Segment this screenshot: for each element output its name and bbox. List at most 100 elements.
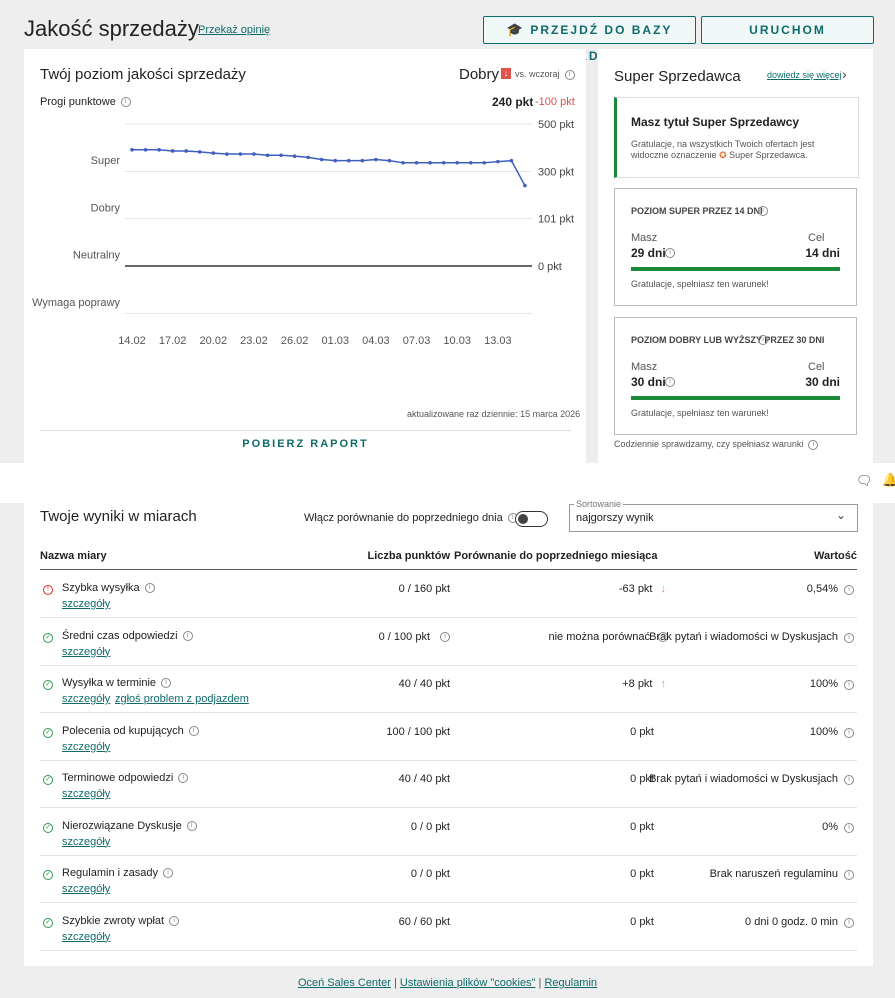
info-icon[interactable]: i	[844, 822, 854, 833]
down-badge: ↓	[501, 68, 511, 79]
info-icon[interactable]: i	[564, 69, 575, 80]
requirement-note: Gratulacje, spełniasz ten warunek!	[631, 408, 769, 418]
chat-icon[interactable]: 🗨	[856, 473, 873, 488]
metric-link[interactable]: szczegóły	[62, 598, 111, 610]
point	[157, 147, 161, 152]
info-icon[interactable]: i	[665, 248, 675, 258]
point	[292, 154, 297, 158]
trend-arrow: ↓	[660, 583, 667, 595]
metric-link[interactable]: szczegóły	[62, 645, 111, 658]
info-icon[interactable]: i	[665, 377, 675, 387]
metric-value: 0,54%	[540, 583, 838, 595]
info-icon[interactable]: i	[182, 630, 193, 641]
metric-link[interactable]: szczegóły	[62, 788, 111, 800]
metric-value: Brak naruszeń regulaminu	[540, 868, 838, 880]
report-link[interactable]: POBIERZ RAPORT	[242, 438, 369, 450]
points-text: 0 / 100 pkt	[378, 630, 430, 643]
metric-comparison: -63 pkt ↓	[454, 583, 666, 595]
tutorial-button[interactable]: URUCHOM SAMOUCZEK	[701, 16, 874, 63]
point	[441, 161, 446, 165]
metric-points: 0 / 100 pkt i	[300, 631, 450, 643]
info-icon[interactable]: i	[186, 820, 197, 831]
footer-link[interactable]: Oceń Sales Center	[297, 977, 391, 989]
point	[319, 157, 324, 162]
info-icon[interactable]: i	[169, 915, 180, 926]
metric-link[interactable]: szczegóły	[62, 883, 111, 895]
value-text: 0%	[822, 820, 838, 833]
level-label: Super	[91, 155, 121, 167]
info-icon[interactable]: i	[844, 870, 854, 880]
requirement-box	[614, 317, 857, 435]
info-icon[interactable]: i	[758, 206, 768, 216]
comparison-text: 0 pkt	[630, 725, 654, 738]
metric-link[interactable]: szczegóły	[62, 693, 111, 705]
x-tick-label: 04.03	[362, 335, 390, 347]
quality-chart: 500 pkt 300 pkt 101 pkt 0 pkt Super Dobry Neut…	[32, 119, 574, 347]
points-text: 100 / 100 pkt	[386, 725, 450, 738]
metric-name: Nierozwiązane Dyskusje i	[62, 820, 197, 832]
super-footer-text: Codziennie sprawdzamy, czy spełniasz war…	[614, 439, 804, 449]
metrics-title: Twoje wyniki w miarach	[40, 508, 197, 525]
info-icon[interactable]: i	[161, 678, 172, 689]
info-icon[interactable]: i	[163, 868, 173, 879]
metric-link[interactable]: szczegóły	[62, 740, 111, 753]
vs-label: vs. wczoraj i	[515, 69, 575, 80]
metric-comparison: 0 pkt	[454, 726, 654, 738]
info-icon[interactable]: i	[844, 917, 854, 928]
metric-link[interactable]: zgłoś problem z podjazdem	[115, 693, 249, 705]
value-text: 100%	[809, 725, 838, 738]
info-icon[interactable]: i	[178, 773, 189, 784]
vs-text: vs. wczoraj	[515, 69, 560, 79]
level-label: Dobry	[91, 202, 121, 214]
x-tick-label: 14.02	[118, 335, 146, 347]
info-icon[interactable]: i	[658, 631, 668, 642]
info-icon[interactable]: i	[144, 583, 155, 594]
info-icon[interactable]: i	[844, 632, 854, 643]
footer-link[interactable]: Ustawienia plików "cookies"	[399, 977, 536, 989]
info-icon[interactable]: i	[844, 775, 854, 785]
info-icon[interactable]: i	[844, 680, 854, 690]
comparison-text: 0 pkt	[630, 820, 654, 833]
info-icon[interactable]: i	[758, 335, 768, 345]
quality-title: Twój poziom jakości sprzedaży	[40, 66, 246, 83]
x-tick-label: 23.02	[240, 335, 268, 347]
status-sentence: Gratulacje, na wszystkich Twoich ofertac…	[631, 139, 815, 160]
quality-level: Dobry	[459, 66, 500, 83]
points: 240 pkt	[492, 95, 534, 109]
goal-label: Cel	[808, 361, 825, 373]
point	[468, 161, 473, 165]
x-tick-label: 07.03	[403, 335, 431, 347]
x-tick-label: 17.02	[159, 335, 187, 347]
info-icon[interactable]: i	[844, 727, 854, 738]
status-icon: ✓	[43, 917, 53, 928]
metric-value: 100%	[540, 726, 838, 738]
level-label: Wymaga poprawy	[32, 297, 120, 309]
info-icon[interactable]: i	[188, 725, 199, 736]
info-icon[interactable]: i	[808, 439, 819, 450]
requirement-box	[614, 188, 857, 306]
info-icon[interactable]: i	[844, 585, 854, 595]
goal-value: 30 dni	[805, 375, 840, 389]
metric-comparison: nie można porównać i	[454, 631, 668, 643]
metric-link[interactable]: szczegóły	[62, 930, 111, 943]
status-icon: ✓	[43, 632, 53, 643]
point	[455, 161, 460, 165]
metric-value: 0%	[540, 821, 838, 833]
info-icon[interactable]: i	[440, 631, 450, 642]
thresholds-text: Progi punktowe	[40, 96, 116, 108]
metric-link[interactable]: szczegóły	[62, 835, 111, 848]
metric-name: Wysyłka w terminie i	[62, 677, 172, 689]
metric-value: 0 dni 0 godz. 0 min	[540, 916, 838, 928]
bell-icon[interactable]: 🔔	[882, 472, 895, 487]
super-link[interactable]: dowiedz się więcej	[767, 70, 842, 80]
requirement-note: Gratulacje, spełniasz ten warunek!	[631, 279, 769, 289]
status-title: Masz tytuł Super Sprzedawcy	[631, 115, 800, 129]
feedback-link[interactable]: Przekaż opinię	[198, 24, 271, 36]
point	[414, 161, 419, 165]
compare-toggle[interactable]	[515, 511, 548, 527]
point	[496, 159, 500, 164]
info-icon[interactable]: i	[120, 97, 131, 108]
row-rule	[40, 664, 857, 666]
footer-link[interactable]: Regulamin	[544, 977, 598, 989]
x-tick-label: 13.03	[484, 335, 512, 347]
